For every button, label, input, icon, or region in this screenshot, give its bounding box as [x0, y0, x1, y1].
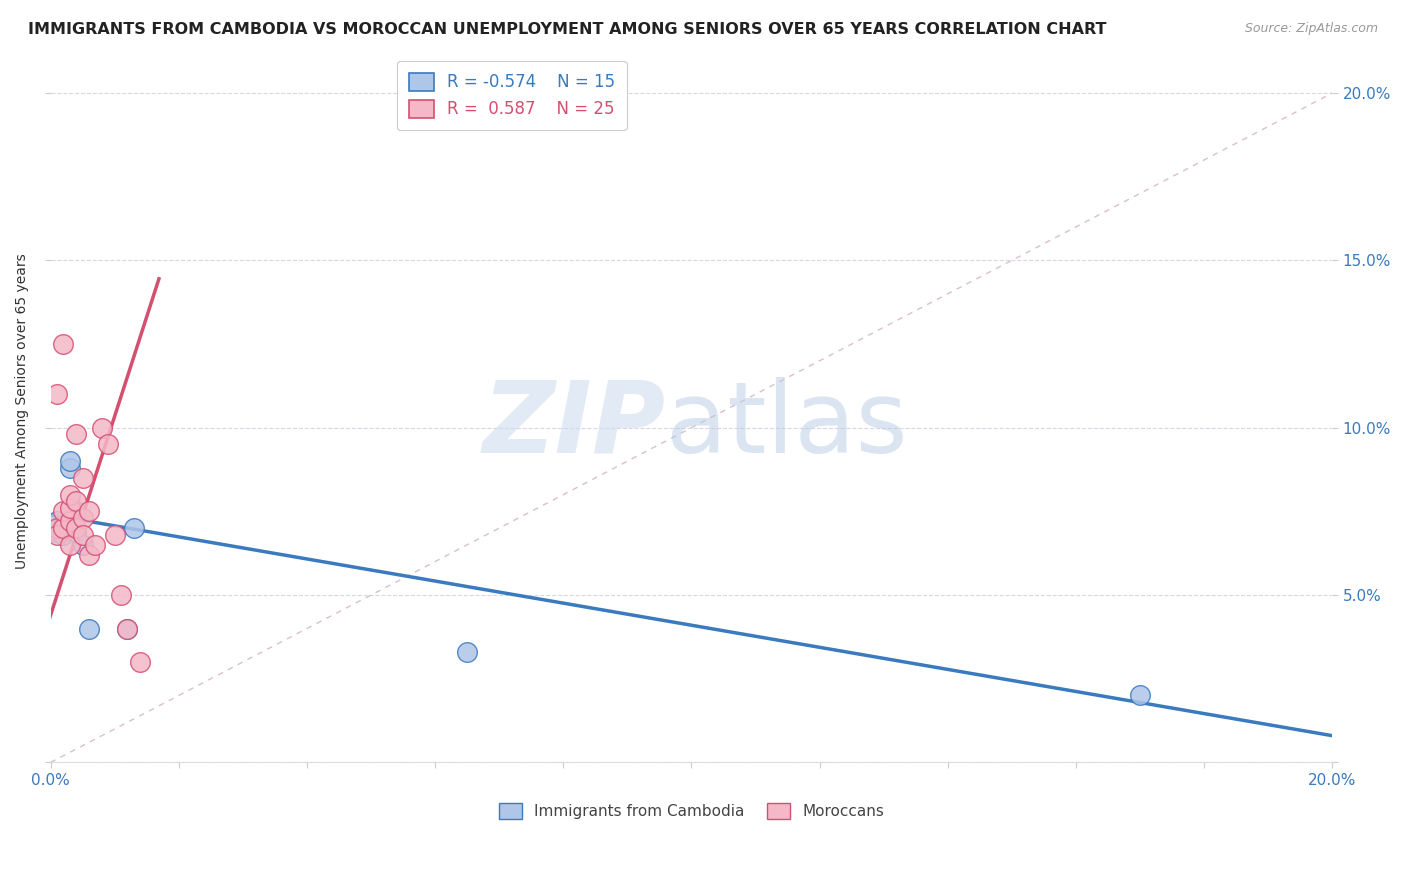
Point	[59, 488, 82, 502]
Point	[84, 538, 107, 552]
Point	[52, 521, 75, 535]
Point	[117, 622, 139, 636]
Point	[59, 521, 82, 535]
Point	[456, 645, 478, 659]
Point	[52, 337, 75, 351]
Point	[65, 427, 87, 442]
Point	[90, 421, 112, 435]
Point	[52, 504, 75, 518]
Point	[122, 521, 145, 535]
Point	[129, 655, 152, 669]
Point	[72, 511, 94, 525]
Point	[52, 517, 75, 532]
Legend: Immigrants from Cambodia, Moroccans: Immigrants from Cambodia, Moroccans	[492, 797, 890, 825]
Point	[59, 501, 82, 516]
Text: Source: ZipAtlas.com: Source: ZipAtlas.com	[1244, 22, 1378, 36]
Point	[65, 504, 87, 518]
Point	[52, 528, 75, 542]
Point	[45, 521, 67, 535]
Point	[59, 461, 82, 475]
Y-axis label: Unemployment Among Seniors over 65 years: Unemployment Among Seniors over 65 years	[15, 253, 30, 569]
Point	[59, 454, 82, 468]
Point	[77, 622, 100, 636]
Point	[59, 538, 82, 552]
Point	[65, 494, 87, 508]
Point	[77, 504, 100, 518]
Point	[72, 471, 94, 485]
Point	[117, 622, 139, 636]
Point	[72, 538, 94, 552]
Text: ZIP: ZIP	[482, 376, 665, 474]
Point	[45, 528, 67, 542]
Point	[97, 437, 120, 451]
Point	[104, 528, 127, 542]
Point	[45, 515, 67, 529]
Point	[72, 528, 94, 542]
Point	[1129, 689, 1152, 703]
Point	[65, 524, 87, 539]
Point	[59, 515, 82, 529]
Point	[110, 588, 132, 602]
Point	[65, 521, 87, 535]
Text: IMMIGRANTS FROM CAMBODIA VS MOROCCAN UNEMPLOYMENT AMONG SENIORS OVER 65 YEARS CO: IMMIGRANTS FROM CAMBODIA VS MOROCCAN UNE…	[28, 22, 1107, 37]
Point	[45, 524, 67, 539]
Point	[77, 548, 100, 562]
Text: atlas: atlas	[665, 376, 907, 474]
Point	[45, 387, 67, 401]
